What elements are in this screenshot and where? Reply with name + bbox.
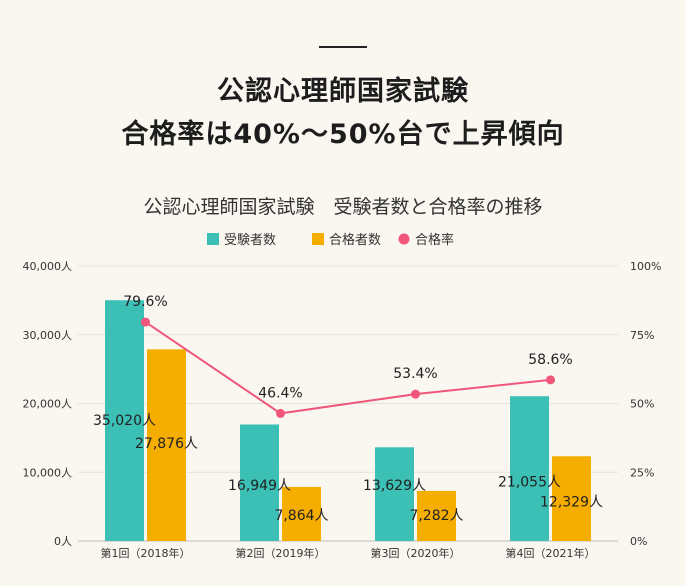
y-right-tick-label: 100% (630, 260, 661, 273)
passers-label-1: 27,876人 (135, 436, 198, 452)
legend-label-1: 受験者数 (224, 233, 276, 248)
bar-examinees-2 (240, 424, 279, 541)
y-left-tick-label: 40,000人 (23, 260, 73, 273)
x-tick-label: 第3回（2020年） (371, 546, 461, 560)
page-title-line-2: 合格率は40%～50%台で上昇傾向 (121, 119, 565, 150)
bar-examinees-1 (105, 300, 144, 541)
chart-title: 公認心理師国家試験 受験者数と合格率の推移 (143, 196, 542, 218)
pass-rate-label-2: 46.4% (258, 385, 302, 401)
y-left-tick-label: 30,000人 (23, 329, 73, 342)
x-tick-label: 第2回（2019年） (236, 546, 326, 560)
bar-passers-3 (417, 490, 456, 541)
pass-rate-label-3: 53.4% (393, 366, 437, 382)
pass-rate-point-1 (141, 317, 150, 327)
pass-rate-point-4 (546, 375, 555, 385)
y-right-tick-label: 25% (630, 466, 654, 479)
pass-rate-point-3 (411, 389, 420, 399)
legend-swatch-2 (312, 233, 324, 245)
passers-label-4: 12,329人 (540, 495, 603, 511)
y-right-tick-label: 0% (630, 535, 647, 548)
bar-examinees-3 (375, 447, 414, 541)
examinees-label-2: 16,949人 (228, 478, 291, 494)
y-left-tick-label: 0人 (54, 535, 72, 548)
y-left-tick-label: 20,000人 (23, 398, 73, 411)
title-divider (319, 46, 367, 48)
bar-passers-2 (282, 486, 321, 541)
x-tick-label: 第4回（2021年） (506, 546, 596, 560)
y-left-tick-label: 10,000人 (23, 466, 73, 479)
examinees-label-4: 21,055人 (498, 474, 561, 490)
examinees-label-3: 13,629人 (363, 478, 426, 494)
y-right-tick-label: 75% (630, 329, 654, 342)
legend-label-2: 合格者数 (329, 232, 381, 248)
pass-rate-point-2 (276, 408, 285, 418)
pass-rate-label-1: 79.6% (123, 294, 167, 310)
legend-label-3: 合格率 (415, 232, 454, 248)
bar-passers-1 (147, 349, 186, 541)
pass-rate-line (144, 321, 551, 415)
pass-rate-label-4: 58.6% (528, 352, 572, 368)
legend-swatch-3 (398, 233, 410, 245)
bar-passers-4 (552, 456, 591, 541)
y-right-tick-label: 50% (630, 398, 654, 411)
examinees-label-1: 35,020人 (93, 413, 156, 429)
passers-label-3: 7,282人 (409, 508, 463, 524)
passers-label-2: 7,864人 (274, 508, 328, 524)
bar-examinees-4 (510, 396, 549, 541)
legend-swatch-1 (207, 233, 219, 245)
page-title-line-1: 公認心理師国家試験 (217, 76, 469, 107)
x-tick-label: 第1回（2018年） (101, 546, 191, 560)
